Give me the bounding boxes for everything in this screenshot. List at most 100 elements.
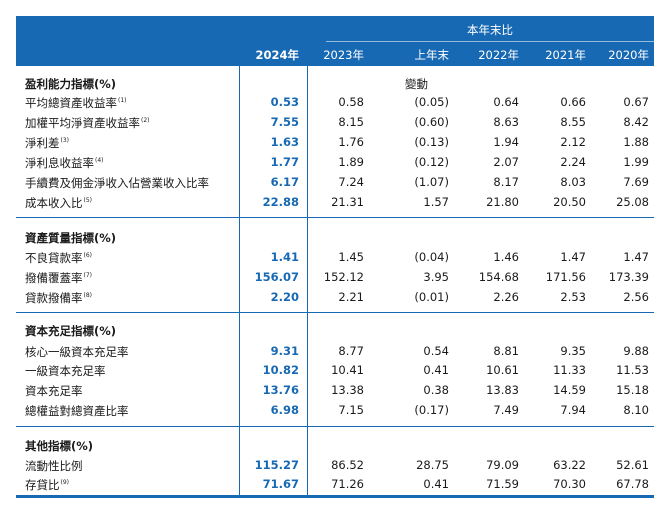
- value-2022: 79.09: [486, 458, 519, 472]
- value-2022: 7.49: [493, 403, 519, 417]
- value-change: 1.57: [423, 195, 449, 209]
- value-2020: 173.39: [608, 270, 649, 284]
- row-label: 成本收入比: [25, 196, 83, 210]
- footnote-marker: (1): [118, 97, 127, 105]
- row-label: 一級資本充足率: [25, 364, 106, 378]
- value-2024: 22.88: [262, 195, 299, 209]
- value-2022: 10.61: [486, 363, 519, 377]
- table-row: 存貸比(9) 71.67 71.26 0.41 71.59 70.30 67.7…: [16, 474, 654, 494]
- footnote-marker: (5): [83, 197, 93, 205]
- value-2021: 171.56: [545, 270, 586, 284]
- value-2020: 15.18: [616, 383, 649, 397]
- value-2024: 2.20: [270, 290, 299, 304]
- value-2024: 115.27: [254, 458, 299, 472]
- row-label: 淨利息收益率: [25, 156, 94, 170]
- value-2020: 1.47: [623, 250, 649, 264]
- value-change: (0.05): [414, 95, 449, 109]
- value-2022: 1.46: [493, 250, 519, 264]
- value-2024: 9.31: [270, 344, 299, 358]
- value-2020: 1.99: [623, 155, 649, 169]
- value-2024: 6.17: [270, 175, 299, 189]
- header-divider: [326, 41, 654, 42]
- table-row: 貸款撥備率(8) 2.20 2.21 (0.01) 2.26 2.53 2.56: [16, 287, 654, 307]
- value-2022: 2.26: [493, 290, 519, 304]
- section-title: 資本充足指標(%): [25, 324, 117, 338]
- value-2021: 20.50: [553, 195, 586, 209]
- value-change: 3.95: [423, 270, 449, 284]
- value-change: 0.41: [423, 363, 449, 377]
- value-2021: 9.35: [560, 344, 586, 358]
- row-label: 不良貸款率: [25, 251, 83, 265]
- value-2022: 8.81: [493, 344, 519, 358]
- value-2023: 13.38: [331, 383, 364, 397]
- value-2020: 52.61: [616, 458, 649, 472]
- section-title-row: 盈利能力指標(%): [16, 73, 654, 93]
- value-2020: 9.88: [623, 344, 649, 358]
- row-label: 存貸比: [25, 478, 60, 492]
- col-2020: 2020年: [608, 48, 649, 62]
- row-label: 總權益對總資產比率: [25, 404, 129, 418]
- value-2021: 2.24: [560, 155, 586, 169]
- value-2020: 8.42: [623, 115, 649, 129]
- value-change: 28.75: [416, 458, 449, 472]
- value-change: (0.17): [414, 403, 449, 417]
- value-change: (0.60): [414, 115, 449, 129]
- change-label: 變動: [405, 77, 428, 91]
- section-title: 資產質量指標(%): [25, 231, 117, 245]
- value-2023: 152.12: [323, 270, 364, 284]
- value-2021: 2.53: [560, 290, 586, 304]
- value-2024: 7.55: [270, 115, 299, 129]
- value-2023: 1.89: [338, 155, 364, 169]
- value-2021: 70.30: [553, 477, 586, 491]
- value-2023: 1.76: [338, 135, 364, 149]
- value-2021: 11.33: [553, 363, 586, 377]
- value-2023: 8.15: [338, 115, 364, 129]
- table-header: 本年末比 2024年 2023年 上年末 2022年 2021年 2020年: [16, 16, 654, 66]
- value-change: 0.54: [423, 344, 449, 358]
- row-label: 淨利差: [25, 136, 60, 150]
- table-row: 一級資本充足率 10.82 10.41 0.41 10.61 11.33 11.…: [16, 360, 654, 380]
- value-2023: 1.45: [338, 250, 364, 264]
- value-change: (0.12): [414, 155, 449, 169]
- footnote-marker: (6): [83, 252, 93, 260]
- table-row: 不良貸款率(6) 1.41 1.45 (0.04) 1.46 1.47 1.47: [16, 247, 654, 267]
- value-change: (0.04): [414, 250, 449, 264]
- row-label: 資本充足率: [25, 384, 83, 398]
- value-2020: 2.56: [623, 290, 649, 304]
- table-row: 平均總資產收益率(1) 0.53 0.58 (0.05) 0.64 0.66 0…: [16, 92, 654, 112]
- value-change: (1.07): [414, 175, 449, 189]
- section-divider: [16, 426, 654, 427]
- value-2024: 71.67: [262, 477, 299, 491]
- value-2021: 0.66: [560, 95, 586, 109]
- value-2022: 71.59: [486, 477, 519, 491]
- value-2020: 1.88: [623, 135, 649, 149]
- value-2022: 8.63: [493, 115, 519, 129]
- row-label: 核心一級資本充足率: [25, 345, 129, 359]
- value-2024: 1.41: [270, 250, 299, 264]
- footnote-marker: (9): [60, 479, 70, 487]
- table-row: 成本收入比(5) 22.88 21.31 1.57 21.80 20.50 25…: [16, 192, 654, 212]
- value-2024: 1.63: [270, 135, 299, 149]
- table-row: 總權益對總資產比率 6.98 7.15 (0.17) 7.49 7.94 8.1…: [16, 400, 654, 420]
- table-row: 淨利差(3) 1.63 1.76 (0.13) 1.94 2.12 1.88: [16, 132, 654, 152]
- value-2021: 7.94: [560, 403, 586, 417]
- footnote-marker: (8): [83, 292, 93, 300]
- table-row: 加權平均淨資產收益率(2) 7.55 8.15 (0.60) 8.63 8.55…: [16, 112, 654, 132]
- footnote-marker: (3): [60, 137, 70, 145]
- value-2023: 7.15: [338, 403, 364, 417]
- table-row: 資本充足率 13.76 13.38 0.38 13.83 14.59 15.18: [16, 380, 654, 400]
- value-2021: 8.03: [560, 175, 586, 189]
- col-2022: 2022年: [478, 48, 519, 62]
- value-2020: 67.78: [616, 477, 649, 491]
- footnote-marker: (2): [141, 117, 150, 125]
- table-row: 手續費及佣金淨收入佔營業收入比率 6.17 7.24 (1.07) 8.17 8…: [16, 172, 654, 192]
- value-2020: 25.08: [616, 195, 649, 209]
- value-2020: 8.10: [623, 403, 649, 417]
- value-2023: 71.26: [331, 477, 364, 491]
- value-change: 0.38: [423, 383, 449, 397]
- section-title-row: 資本充足指標(%): [16, 320, 654, 340]
- value-2023: 86.52: [331, 458, 364, 472]
- value-2020: 11.53: [616, 363, 649, 377]
- value-2022: 8.17: [493, 175, 519, 189]
- value-2021: 63.22: [553, 458, 586, 472]
